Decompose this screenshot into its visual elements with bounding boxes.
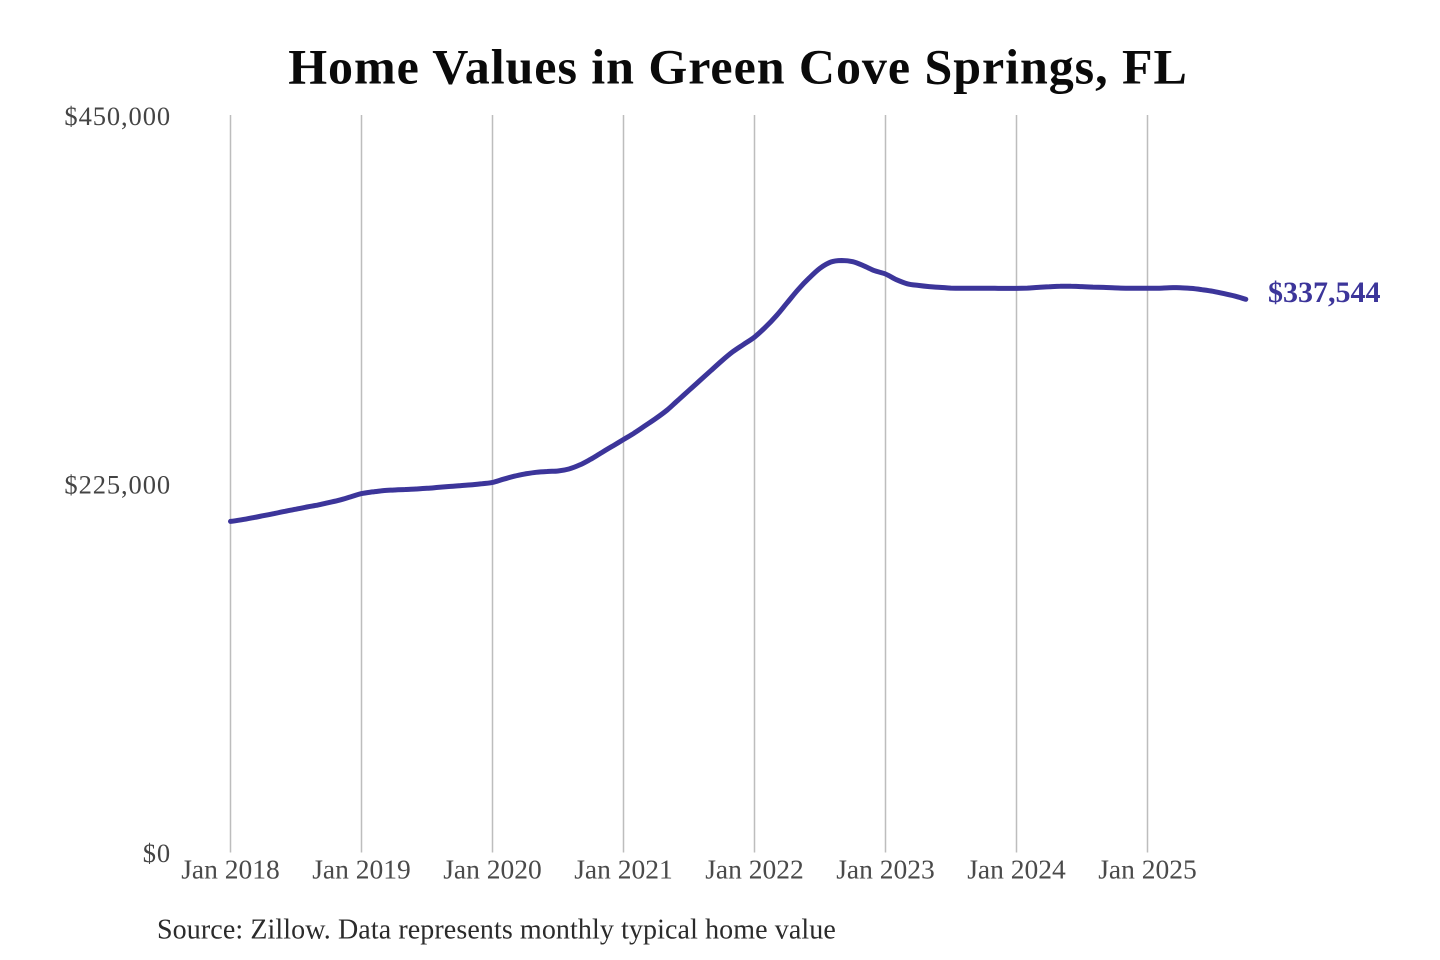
svg-text:Jan 2022: Jan 2022 bbox=[705, 854, 804, 885]
svg-text:Home Values in Green Cove Spri: Home Values in Green Cove Springs, FL bbox=[288, 39, 1188, 95]
svg-text:Jan 2020: Jan 2020 bbox=[443, 854, 542, 885]
svg-text:Jan 2024: Jan 2024 bbox=[967, 854, 1066, 885]
svg-text:Source: Zillow. Data represent: Source: Zillow. Data represents monthly … bbox=[157, 915, 836, 946]
svg-text:$450,000: $450,000 bbox=[64, 101, 171, 131]
svg-text:Jan 2019: Jan 2019 bbox=[312, 854, 411, 885]
svg-text:$225,000: $225,000 bbox=[64, 470, 171, 500]
svg-text:Jan 2025: Jan 2025 bbox=[1098, 854, 1197, 885]
svg-text:$337,544: $337,544 bbox=[1268, 276, 1381, 309]
svg-text:Jan 2021: Jan 2021 bbox=[574, 854, 673, 885]
svg-text:$0: $0 bbox=[143, 838, 171, 868]
svg-text:Jan 2018: Jan 2018 bbox=[181, 854, 280, 885]
svg-text:Jan 2023: Jan 2023 bbox=[836, 854, 935, 885]
